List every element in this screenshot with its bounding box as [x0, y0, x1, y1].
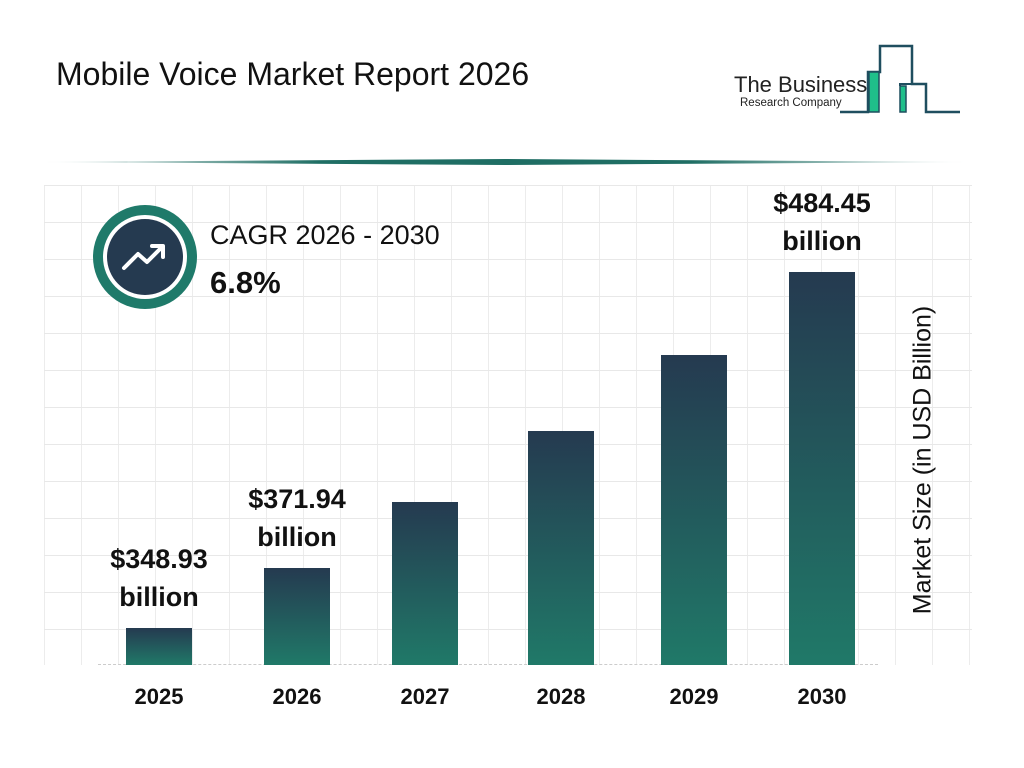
logo-buildings-icon	[840, 44, 960, 114]
data-label-value: $371.94	[248, 483, 346, 514]
x-tick-label: 2027	[400, 684, 450, 709]
bar-2027	[392, 501, 458, 665]
bar-2028	[528, 430, 594, 665]
bar-2029	[661, 354, 727, 665]
trending-up-icon	[122, 244, 165, 270]
bar-2025	[126, 628, 192, 665]
x-tick-label: 2026	[272, 684, 322, 709]
cagr-label: CAGR 2026 - 2030	[210, 220, 440, 250]
cagr-badge	[93, 205, 197, 309]
data-label-value: $348.93	[110, 544, 208, 575]
logo-line2: Research Company	[740, 97, 842, 109]
data-label-unit: billion	[119, 582, 199, 613]
cagr-value: 6.8%	[210, 265, 281, 300]
company-logo: The Business Research Company	[730, 44, 965, 116]
page-title: Mobile Voice Market Report 2026	[56, 56, 530, 92]
bar-2030	[789, 272, 855, 665]
data-label: $348.93 billion	[79, 540, 239, 616]
x-tick-label: 2025	[134, 684, 184, 709]
data-label: $484.45 billion	[742, 184, 902, 260]
divider	[40, 159, 970, 165]
logo-line1: The Business	[734, 72, 868, 97]
data-label: $371.94 billion	[217, 480, 377, 556]
x-tick-label: 2029	[669, 684, 719, 709]
y-axis-label: Market Size (in USD Billion)	[908, 305, 937, 615]
x-tick-label: 2028	[536, 684, 586, 709]
data-label-value: $484.45	[773, 188, 871, 219]
x-tick-label: 2030	[797, 684, 847, 709]
x-axis-baseline	[98, 664, 878, 665]
data-label-unit: billion	[257, 521, 337, 552]
bar-2026	[264, 567, 330, 665]
data-label-unit: billion	[782, 226, 862, 257]
